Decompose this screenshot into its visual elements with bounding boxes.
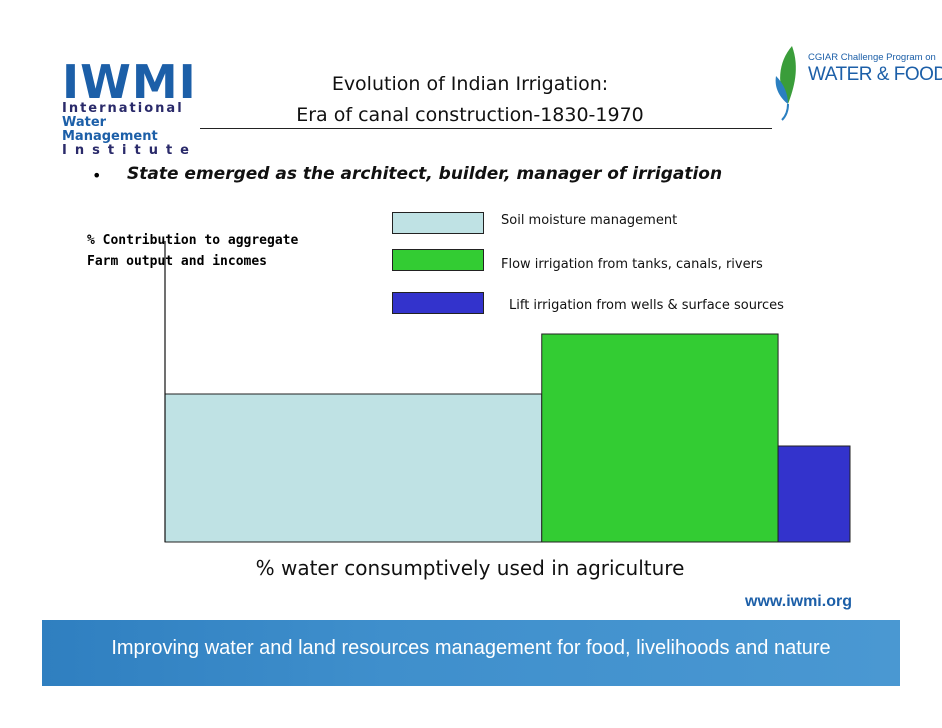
iwmi-logo-line2: Water Management [62, 115, 158, 144]
footer-tagline: Improving water and land resources manag… [111, 637, 831, 659]
iwmi-logo-line3: Institute [62, 143, 198, 158]
legend-label-lift: Lift irrigation from wells & surface sou… [509, 298, 784, 313]
legend-swatch-soil [392, 212, 484, 234]
bullet-text: State emerged as the architect, builder,… [127, 164, 723, 184]
iwmi-logo-line1: International [62, 101, 184, 116]
bars-group [164, 333, 851, 543]
cgiar-logo: CGIAR Challenge Program on WATER & FOOD [770, 42, 942, 122]
title-divider [200, 128, 772, 129]
site-url-link[interactable]: www.iwmi.org [745, 593, 852, 610]
bullet-icon: • [92, 166, 102, 185]
iwmi-logo-letters: IWMI [62, 55, 197, 109]
legend-swatch-flow [392, 249, 484, 271]
bar-soil-moisture [164, 393, 543, 543]
bar-lift-irrigation [777, 445, 851, 543]
cgiar-logo-line2: WATER & FOOD [808, 64, 942, 85]
iwmi-logo: IWMI International Water Management Inst… [62, 55, 197, 158]
x-axis-label: % water consumptively used in agricultur… [255, 556, 685, 580]
footer-band [42, 620, 900, 686]
legend-label-soil: Soil moisture management [501, 213, 678, 228]
cgiar-logo-line1: CGIAR Challenge Program on [808, 52, 936, 63]
y-axis-label-line2: Farm output and incomes [87, 254, 268, 269]
legend-label-flow: Flow irrigation from tanks, canals, rive… [501, 257, 763, 272]
legend-swatch-lift [392, 292, 484, 314]
leaf-icon [775, 46, 796, 121]
bar-flow-irrigation [541, 333, 779, 543]
slide-title-line1: Evolution of Indian Irrigation: [331, 73, 609, 95]
y-axis-label-line1: % Contribution to aggregate [87, 233, 299, 248]
slide-title-line2: Era of canal construction-1830-1970 [296, 104, 644, 126]
